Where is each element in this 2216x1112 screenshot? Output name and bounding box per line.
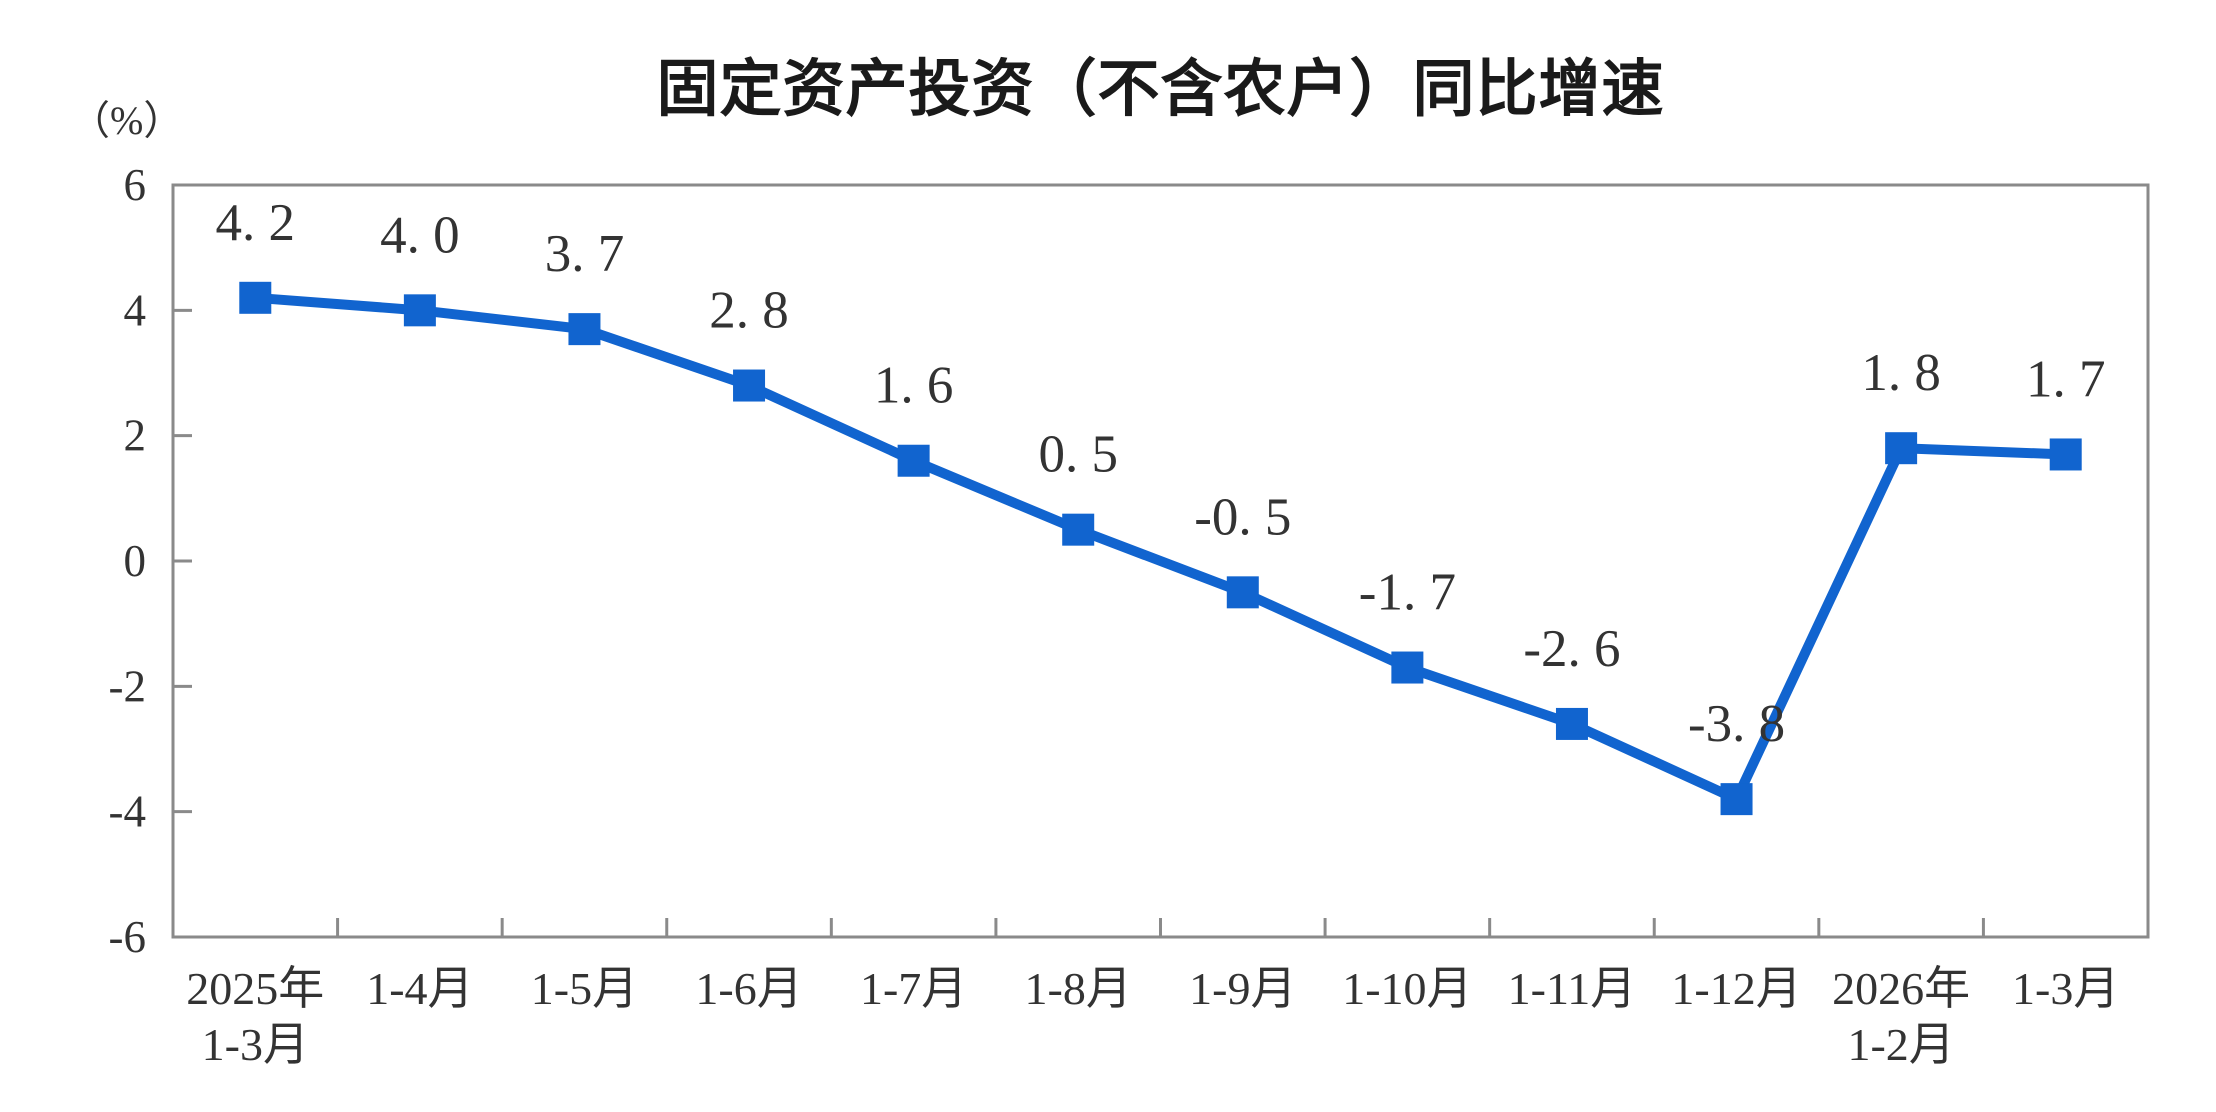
x-axis-category-label: 1-5月: [531, 963, 638, 1014]
x-axis-category-label: 1-9月: [1189, 963, 1296, 1014]
y-axis-tick-label: 4: [124, 285, 147, 335]
y-axis-tick-label: 0: [124, 536, 147, 586]
x-axis-category-label: 2025年: [186, 963, 324, 1014]
data-point-marker: [239, 281, 272, 314]
data-point-label: -1. 7: [1359, 564, 1456, 622]
x-axis-category-label: 1-2月: [1847, 1019, 1954, 1070]
data-point-marker: [403, 294, 436, 327]
data-point-marker: [2049, 438, 2082, 471]
data-point-label: 4. 0: [380, 206, 460, 264]
data-point-label: 3. 7: [545, 225, 625, 283]
data-point-label: -2. 6: [1523, 620, 1620, 678]
x-axis-category-label: 1-6月: [695, 963, 802, 1014]
data-point-marker: [1226, 576, 1259, 609]
x-axis-category-label: 1-10月: [1342, 963, 1472, 1014]
x-axis-category-label: 1-12月: [1671, 963, 1801, 1014]
data-point-label: -3. 8: [1688, 695, 1785, 753]
x-axis-category-label: 1-4月: [366, 963, 473, 1014]
data-point-label: -0. 5: [1194, 488, 1291, 546]
data-point-marker: [897, 444, 930, 477]
data-point-marker: [1885, 432, 1918, 465]
x-axis-category-label: 1-11月: [1508, 963, 1637, 1014]
x-axis-category-label: 1-3月: [2012, 963, 2119, 1014]
y-axis-tick-label: -2: [109, 661, 147, 711]
x-axis-category-label: 2026年: [1832, 963, 1970, 1014]
data-point-marker: [1391, 651, 1424, 684]
data-point-label: 1. 8: [1861, 344, 1941, 402]
data-point-marker: [1555, 707, 1588, 740]
y-axis-tick-label: 2: [124, 411, 147, 461]
data-point-marker: [568, 313, 601, 346]
x-axis-category-label: 1-3月: [202, 1019, 309, 1070]
chart-title: 固定资产投资（不含农户）同比增速: [656, 55, 1665, 124]
y-axis-tick-label: 6: [124, 160, 147, 210]
data-point-label: 4. 2: [216, 194, 296, 252]
data-point-label: 0. 5: [1038, 426, 1118, 484]
y-axis-unit-label: （%）: [70, 98, 184, 143]
x-axis-category-label: 1-7月: [860, 963, 967, 1014]
data-point-label: 1. 6: [874, 357, 954, 415]
y-axis-tick-label: -4: [109, 787, 147, 837]
series-line: [254, 292, 2066, 806]
data-point-marker: [1720, 783, 1753, 816]
data-point-marker: [1062, 513, 1095, 546]
data-point-marker: [733, 369, 766, 402]
data-point-label: 2. 8: [709, 282, 789, 340]
data-point-label: 1. 7: [2026, 350, 2106, 408]
y-axis-tick-label: -6: [109, 912, 147, 962]
x-axis-category-label: 1-8月: [1025, 963, 1132, 1014]
